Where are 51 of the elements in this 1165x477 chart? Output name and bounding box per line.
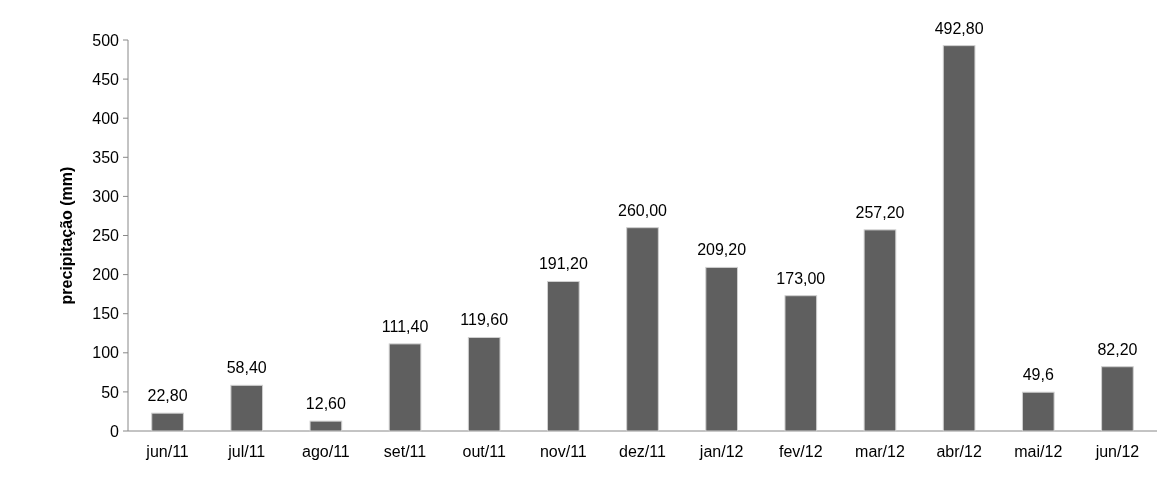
- data-label: 173,00: [776, 269, 826, 287]
- bar: [1101, 366, 1134, 432]
- y-tick-label: 350: [92, 148, 120, 166]
- data-label: 191,20: [538, 255, 588, 273]
- data-label: 12,60: [305, 395, 346, 413]
- data-label: 22,80: [147, 387, 188, 405]
- x-tick-label: jun/11: [145, 443, 189, 460]
- bar: [784, 295, 818, 432]
- x-tick-label: nov/11: [539, 443, 587, 460]
- y-tick-label: 500: [92, 31, 120, 49]
- y-tick-label: 0: [110, 422, 120, 440]
- data-label: 209,20: [697, 241, 747, 259]
- x-tick-label: ago/11: [302, 443, 350, 460]
- bar: [626, 227, 659, 432]
- y-tick-label: 400: [92, 109, 120, 127]
- y-tick-label: 200: [92, 266, 120, 284]
- data-label: 260,00: [618, 201, 668, 219]
- bar: [705, 266, 738, 432]
- data-label: 49,6: [1022, 366, 1054, 384]
- data-label: 257,20: [855, 203, 905, 221]
- x-tick-label: abr/12: [936, 443, 982, 460]
- bar: [547, 280, 580, 432]
- bar: [151, 412, 184, 432]
- x-tick-label: jul/11: [227, 443, 266, 460]
- y-tick-label: 100: [92, 344, 120, 362]
- y-tick-label: 150: [92, 305, 120, 323]
- bar: [942, 45, 976, 432]
- bar: [863, 229, 897, 432]
- x-tick-label: dez/11: [619, 443, 667, 460]
- y-tick-label: 50: [101, 383, 120, 401]
- bar: [230, 384, 264, 432]
- data-label: 111,40: [381, 317, 429, 335]
- bar: [388, 343, 422, 432]
- x-tick-label: out/11: [462, 443, 506, 460]
- x-tick-label: mai/12: [1014, 443, 1063, 460]
- data-label: 119,60: [460, 311, 509, 329]
- y-tick-label: 250: [92, 227, 120, 245]
- x-tick-label: jun/12: [1094, 443, 1140, 460]
- x-tick-label: fev/12: [779, 443, 823, 460]
- data-label: 492,80: [934, 19, 984, 37]
- y-tick-label: 450: [92, 70, 120, 88]
- x-tick-label: jan/12: [698, 443, 744, 460]
- bar: [467, 336, 501, 432]
- x-tick-label: set/11: [383, 443, 427, 460]
- y-axis-title: precipitação (mm): [58, 166, 75, 305]
- data-label: 82,20: [1097, 340, 1138, 358]
- bar: [309, 420, 343, 432]
- y-tick-label: 300: [92, 188, 120, 205]
- bar: [1021, 391, 1055, 432]
- x-tick-label: mar/12: [855, 443, 905, 460]
- data-label: 58,40: [226, 359, 267, 377]
